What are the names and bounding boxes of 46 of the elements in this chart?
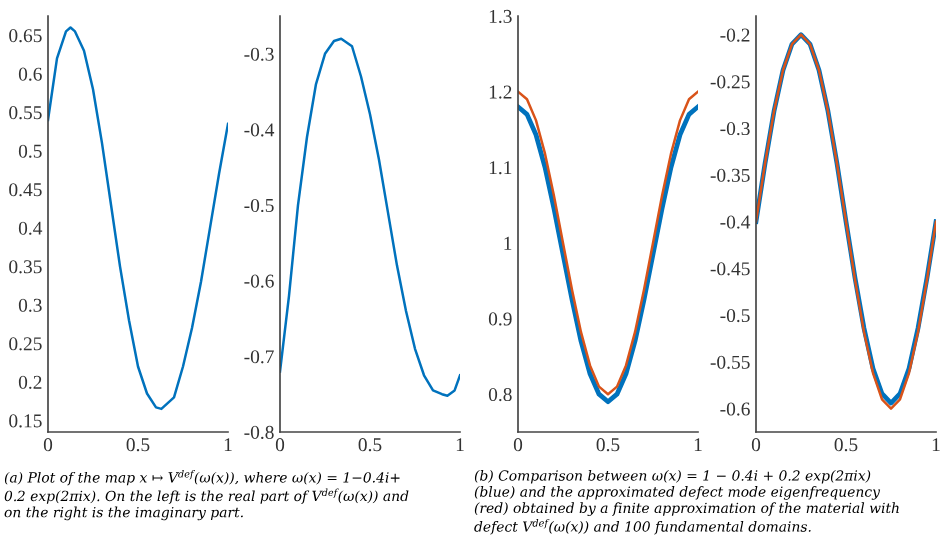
y-tick-label: 0.65 [9,29,42,43]
x-tick-label: 1 [694,438,702,452]
y-tick-label: 0.4 [18,221,43,235]
y-tick-label: -0.3 [244,47,274,61]
y-tick-label: 0.2 [18,375,42,389]
y-tick-label: 0.15 [9,414,42,428]
y-tick-label: -0.6 [720,402,750,416]
y-tick-label: 0.5 [18,144,42,158]
y-tick-label: -0.6 [244,274,274,288]
y-tick-label: 1.2 [489,85,512,99]
x-tick-label: 0 [751,438,761,452]
line-series [280,37,460,397]
y-tick-label: -0.3 [720,122,750,136]
y-tick-label: 1.3 [489,9,512,24]
y-tick-label: -0.5 [720,308,750,323]
x-tick-label: 1 [456,438,464,452]
y-tick-label: -0.8 [244,425,274,440]
y-tick-label: -0.7 [244,350,274,364]
y-tick-label: -0.35 [710,168,750,182]
x-tick-label: 0.5 [126,438,150,452]
y-tick-label: -0.45 [710,262,750,276]
y-tick-label: 0.3 [18,298,42,312]
y-tick-label: -0.2 [720,28,750,42]
y-tick-label: -0.5 [244,198,274,213]
y-tick-label: 0.35 [9,260,42,274]
y-tick-label: 0.25 [9,337,42,351]
y-tick-label: -0.55 [710,355,750,369]
x-tick-label: 1 [932,438,940,452]
y-tick-label: -0.25 [710,75,750,89]
y-tick-label: 0.9 [488,312,512,326]
x-tick-label: 0 [275,438,285,452]
y-tick-label: -0.4 [244,123,275,137]
y-tick-label: 0.55 [9,106,42,120]
y-tick-label: 0.45 [9,183,42,197]
x-tick-label: 0 [513,438,523,452]
y-tick-label: 0.8 [488,388,512,402]
x-tick-label: 0.5 [834,438,858,452]
y-tick-label: 0.6 [18,67,42,81]
y-tick-label: 1.1 [489,161,512,175]
y-tick-label: 1 [504,236,512,250]
x-tick-label: 0.5 [596,438,620,452]
y-tick-label: -0.4 [720,215,751,229]
x-tick-label: 1 [224,438,232,452]
x-tick-label: 0.5 [358,438,382,452]
x-tick-label: 0 [43,438,53,452]
line-series [48,26,228,411]
